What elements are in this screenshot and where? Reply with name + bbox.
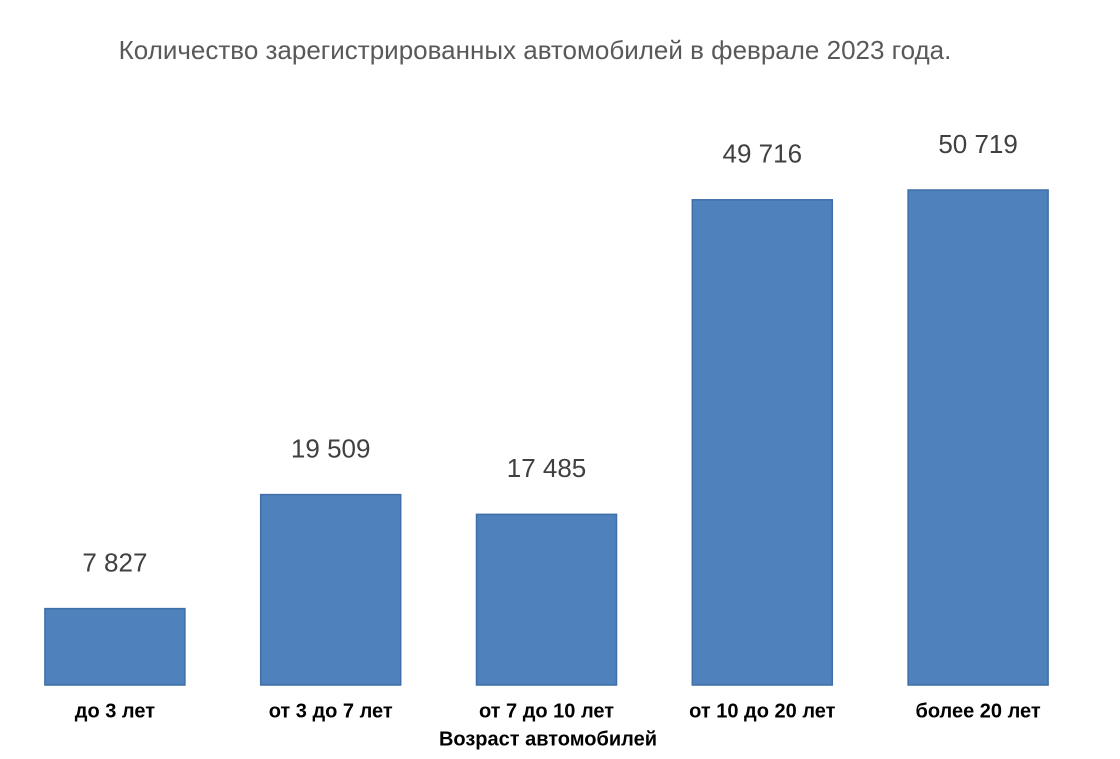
bar (475, 513, 618, 686)
bar (907, 189, 1049, 686)
chart-title: Количество зарегистрированных автомобиле… (119, 35, 952, 65)
value-label: 49 716 (723, 139, 803, 169)
x-tick-label: от 7 до 10 лет (479, 700, 614, 722)
value-label: 50 719 (938, 129, 1018, 159)
x-axis-title: Возраст автомобилей (439, 728, 657, 750)
x-tick-label: до 3 лет (75, 700, 155, 722)
x-tick-label: от 10 до 20 лет (689, 700, 835, 722)
bar (44, 607, 186, 686)
value-label: 19 509 (291, 433, 371, 463)
x-tick-label: более 20 лет (915, 700, 1040, 722)
bar (691, 199, 834, 686)
x-tick-label: от 3 до 7 лет (269, 700, 393, 722)
value-label: 7 827 (82, 547, 147, 577)
bar (259, 493, 402, 686)
value-label: 17 485 (507, 453, 587, 483)
